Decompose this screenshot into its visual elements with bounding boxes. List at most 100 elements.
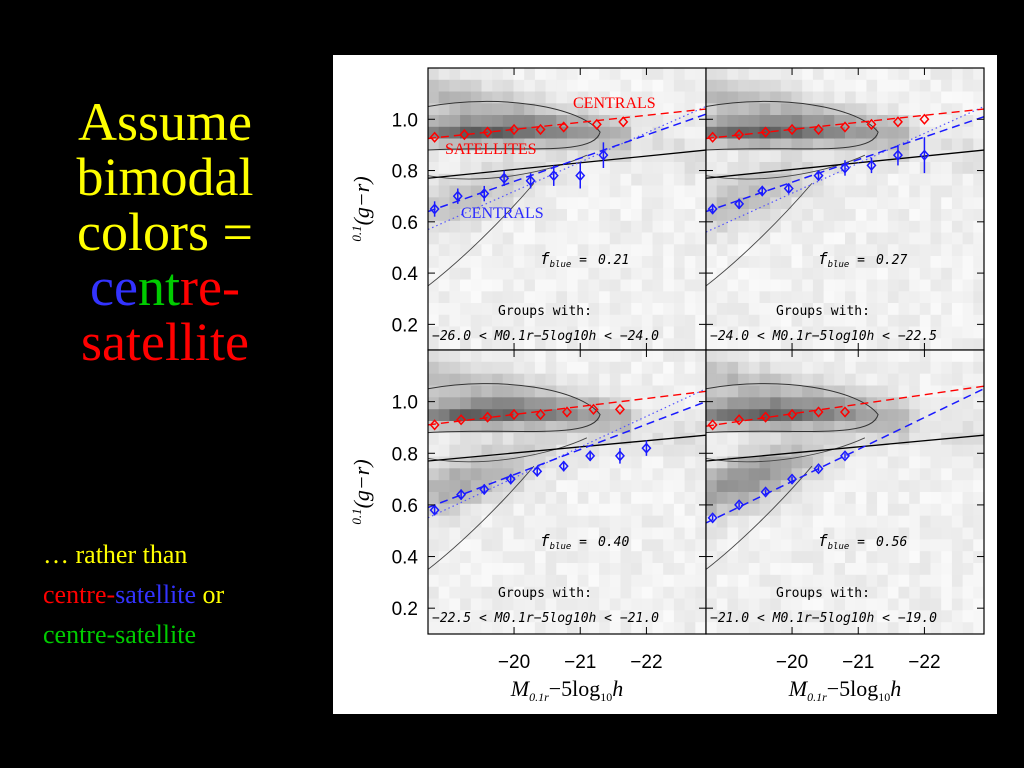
slide-title: Assume bimodal colors = centre-satellite [20,95,310,370]
density-cell [962,586,974,599]
density-cell [780,563,792,576]
density-cell [673,563,686,576]
density-cell [845,197,857,210]
density-cell [727,244,739,257]
density-cell [695,527,706,540]
red-point [892,116,903,128]
density-cell [609,480,621,493]
density-cell [534,103,547,116]
density-cell [599,551,611,564]
density-cell [919,515,931,528]
density-cell [438,480,450,493]
density-cell [545,409,557,422]
density-cell [695,361,706,375]
density-cell [663,480,675,493]
density-cell [588,492,600,505]
density-cell [695,432,706,446]
density-cell [577,115,589,128]
density-cell [577,563,589,576]
density-cell [834,197,846,210]
density-cell [534,291,547,304]
density-cell [673,314,686,328]
density-cell [470,162,482,175]
density-cell [577,409,589,422]
density-cell [834,350,846,363]
density-cell [780,586,792,599]
density-cell [738,162,750,175]
density-cell [470,244,482,257]
density-cell [599,598,611,611]
density-cell [470,150,482,163]
density-cell [652,197,664,210]
density-cell [449,279,461,292]
density-cell [770,197,782,210]
density-cell [706,574,718,588]
density-cell [652,303,664,316]
density-cell [652,432,664,446]
density-cell [909,503,921,517]
density-cell [545,338,557,350]
red-point [509,123,520,136]
density-cell [877,91,889,104]
density-cell [502,244,514,257]
density-cell [620,361,632,375]
density-cell [631,598,643,611]
density-cell [706,338,718,350]
density-cell [534,138,547,151]
density-cell [812,338,825,350]
density-cell [663,185,675,198]
density-cell [823,256,835,269]
density-cell [545,91,557,104]
density-cell [951,409,964,422]
density-cell [962,622,974,634]
density-cell [673,598,686,611]
density-cell [663,350,675,363]
density-cell [631,361,643,375]
density-cell [780,456,792,469]
density-cell [759,563,771,576]
density-cell [449,103,461,116]
density-cell [962,539,974,552]
density-cell [770,598,782,611]
density-cell [620,574,632,588]
density-cell [770,68,782,81]
density-cell [641,397,653,410]
density-cell [716,586,728,599]
density-cell [599,527,611,540]
density-cell [812,385,825,398]
density-cell [438,162,450,175]
density-cell [930,350,942,363]
density-cell [845,503,857,517]
density-cell [909,361,921,375]
density-cell [845,397,857,410]
density-cell [588,409,600,422]
density-cell [492,326,504,339]
density-cell [577,326,589,339]
density-cell [930,68,942,81]
density-cell [909,610,921,623]
density-cell [706,162,718,175]
y-tick-label: 0.2 [392,599,418,620]
density-cell [706,432,718,446]
density-cell [962,492,974,505]
density-cell [695,232,706,245]
density-cell [770,338,782,350]
density-cell [684,468,696,481]
density-cell [706,256,718,269]
density-cell [449,91,461,104]
density-cell [684,409,696,422]
density-cell [567,586,579,599]
density-cell [588,539,600,552]
density-cell [962,209,974,222]
blue-point [919,149,930,161]
density-cell [470,232,482,245]
density-cell [460,126,472,140]
density-cell [631,232,643,245]
density-cell [866,397,878,410]
density-cell [780,574,792,588]
density-cell [567,563,579,576]
density-cell [449,432,461,446]
density-cell [524,150,536,163]
density-cell [855,314,867,328]
density-cell [502,622,514,634]
